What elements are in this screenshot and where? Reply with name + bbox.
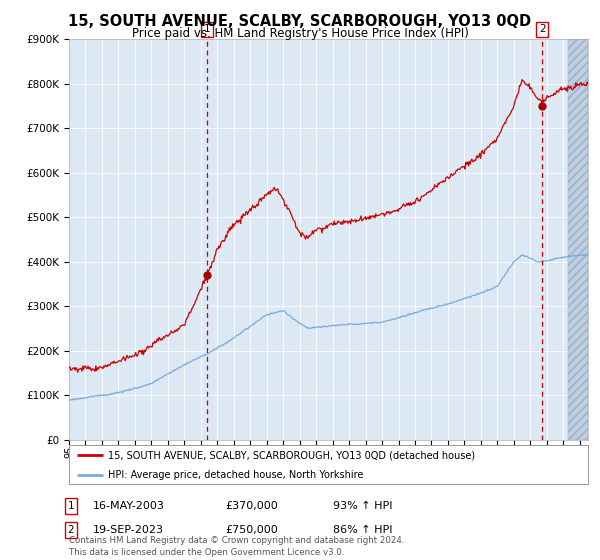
- Text: 19-SEP-2023: 19-SEP-2023: [93, 525, 164, 535]
- Text: 15, SOUTH AVENUE, SCALBY, SCARBOROUGH, YO13 0QD: 15, SOUTH AVENUE, SCALBY, SCARBOROUGH, Y…: [68, 14, 532, 29]
- Text: Contains HM Land Registry data © Crown copyright and database right 2024.
This d: Contains HM Land Registry data © Crown c…: [69, 536, 404, 557]
- Text: £370,000: £370,000: [225, 501, 278, 511]
- Text: 2: 2: [67, 525, 74, 535]
- Text: 2: 2: [539, 25, 545, 34]
- Text: HPI: Average price, detached house, North Yorkshire: HPI: Average price, detached house, Nort…: [108, 470, 364, 479]
- Text: 16-MAY-2003: 16-MAY-2003: [93, 501, 165, 511]
- Text: Price paid vs. HM Land Registry's House Price Index (HPI): Price paid vs. HM Land Registry's House …: [131, 27, 469, 40]
- Text: 15, SOUTH AVENUE, SCALBY, SCARBOROUGH, YO13 0QD (detached house): 15, SOUTH AVENUE, SCALBY, SCARBOROUGH, Y…: [108, 450, 475, 460]
- FancyBboxPatch shape: [568, 39, 588, 440]
- Text: £750,000: £750,000: [225, 525, 278, 535]
- Text: 1: 1: [203, 25, 210, 34]
- Text: 1: 1: [67, 501, 74, 511]
- Text: 86% ↑ HPI: 86% ↑ HPI: [333, 525, 392, 535]
- Text: 93% ↑ HPI: 93% ↑ HPI: [333, 501, 392, 511]
